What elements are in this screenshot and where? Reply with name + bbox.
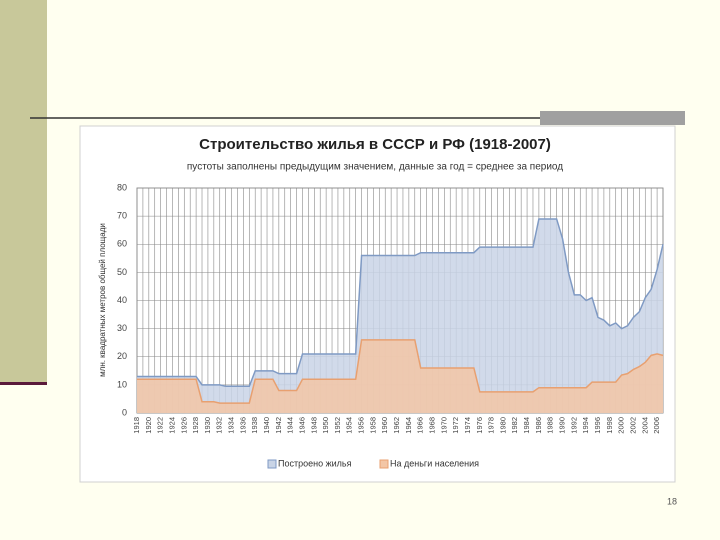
x-tick-label: 1940: [262, 417, 271, 434]
x-tick-label: 2000: [617, 417, 626, 434]
x-tick-label: 1960: [380, 417, 389, 434]
x-tick-label: 1988: [546, 417, 555, 434]
side-bar: [0, 0, 47, 384]
y-tick-label: 60: [117, 239, 127, 249]
x-tick-label: 1930: [203, 417, 212, 434]
x-tick-label: 1946: [297, 417, 306, 434]
x-tick-label: 1976: [475, 417, 484, 434]
slide-number: 18: [667, 496, 677, 506]
x-tick-label: 1952: [333, 417, 342, 434]
area: [137, 339, 663, 413]
x-tick-label: 1986: [534, 417, 543, 434]
y-tick-label: 0: [122, 407, 127, 417]
y-tick-label: 50: [117, 267, 127, 277]
line: [137, 339, 664, 404]
x-tick-label: 1932: [215, 417, 224, 434]
x-tick-label: 1998: [605, 417, 614, 434]
x-tick-label: 1926: [179, 417, 188, 434]
x-tick-label: 1956: [357, 417, 366, 434]
x-tick-label: 1970: [439, 417, 448, 434]
x-tick-label: 1980: [498, 417, 507, 434]
x-tick-label: 1968: [427, 417, 436, 434]
x-tick-label: 1978: [487, 417, 496, 434]
x-tick-label: 1934: [227, 417, 236, 434]
x-tick-label: 1964: [404, 417, 413, 434]
x-tick-label: 1948: [309, 417, 318, 434]
x-tick-label: 1920: [144, 417, 153, 434]
x-tick-label: 1938: [250, 417, 259, 434]
y-tick-label: 40: [117, 295, 127, 305]
x-tick-label: 1928: [191, 417, 200, 434]
legend-label: Построено жилья: [278, 458, 352, 468]
x-tick-label: 1984: [522, 417, 531, 434]
x-tick-label: 1950: [321, 417, 330, 434]
x-tick-label: 1990: [558, 417, 567, 434]
area: [137, 218, 663, 413]
x-tick-label: 1962: [392, 417, 401, 434]
x-tick-label: 1922: [156, 417, 165, 434]
header-block: [540, 111, 685, 125]
x-tick-label: 1974: [463, 417, 472, 434]
legend-swatch: [267, 459, 277, 469]
x-tick-label: 1944: [286, 417, 295, 434]
x-tick-label: 1954: [345, 417, 354, 434]
side-bar-edge: [0, 382, 47, 385]
legend-label: На деньги населения: [390, 458, 479, 468]
x-tick-label: 1996: [593, 417, 602, 434]
chart-subtitle: пустоты заполнены предыдущим значением, …: [187, 162, 563, 173]
y-tick-label: 10: [117, 379, 127, 389]
y-tick-label: 80: [117, 182, 127, 192]
x-tick-label: 2004: [640, 417, 649, 434]
line: [137, 218, 664, 388]
chart-title: Строительство жилья в СССР и РФ (1918-20…: [199, 136, 551, 153]
x-tick-label: 1924: [167, 417, 176, 434]
y-axis-label: млн. квадратных метров общей площади: [98, 223, 107, 377]
x-tick-label: 1994: [581, 417, 590, 434]
x-tick-label: 1918: [132, 417, 141, 434]
legend-swatch: [379, 459, 389, 469]
x-tick-label: 1936: [238, 417, 247, 434]
x-tick-label: 1966: [416, 417, 425, 434]
x-tick-label: 1982: [510, 417, 519, 434]
x-tick-label: 1958: [368, 417, 377, 434]
x-tick-label: 2002: [628, 417, 637, 434]
x-tick-label: 2006: [652, 417, 661, 434]
y-tick-label: 20: [117, 351, 127, 361]
x-tick-label: 1972: [451, 417, 460, 434]
x-tick-label: 1992: [569, 417, 578, 434]
x-tick-label: 1942: [274, 417, 283, 434]
y-tick-label: 70: [117, 211, 127, 221]
y-tick-label: 30: [117, 323, 127, 333]
